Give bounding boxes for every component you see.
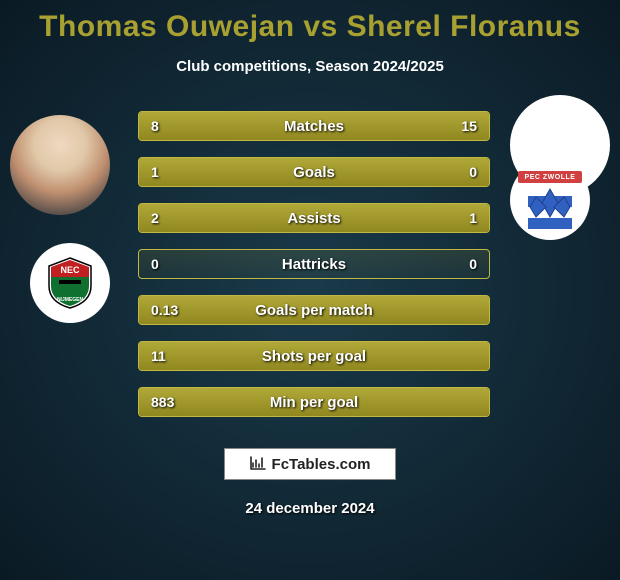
stat-label: Min per goal	[139, 388, 489, 416]
comparison-panel: NEC NIJMEGEN PEC ZWOLLE 815Matches 10Goal…	[0, 105, 620, 425]
stat-label: Assists	[139, 204, 489, 232]
chart-icon	[250, 456, 266, 473]
stat-row: 0.13Goals per match	[138, 295, 490, 325]
stat-label: Hattricks	[139, 250, 489, 278]
nec-shield-icon: NEC NIJMEGEN	[45, 256, 95, 310]
stat-row: 10Goals	[138, 157, 490, 187]
pec-banner: PEC ZWOLLE	[518, 171, 582, 183]
stat-row: 00Hattricks	[138, 249, 490, 279]
branding-badge[interactable]: FcTables.com	[224, 448, 396, 480]
svg-text:NEC: NEC	[60, 265, 80, 275]
stat-label: Shots per goal	[139, 342, 489, 370]
player-left-avatar	[10, 115, 110, 215]
pec-shield-icon	[528, 185, 572, 229]
stat-row: 815Matches	[138, 111, 490, 141]
club-right-badge: PEC ZWOLLE	[510, 160, 590, 240]
stat-row: 883Min per goal	[138, 387, 490, 417]
stat-bars: 815Matches 10Goals 21Assists 00Hattricks 0.1…	[138, 111, 490, 433]
svg-text:NIJMEGEN: NIJMEGEN	[57, 297, 84, 303]
subtitle: Club competitions, Season 2024/2025	[0, 58, 620, 75]
stat-label: Matches	[139, 112, 489, 140]
page-title: Thomas Ouwejan vs Sherel Floranus	[0, 0, 620, 44]
stat-label: Goals per match	[139, 296, 489, 324]
date-text: 24 december 2024	[0, 500, 620, 517]
stat-row: 11Shots per goal	[138, 341, 490, 371]
stat-label: Goals	[139, 158, 489, 186]
club-left-badge: NEC NIJMEGEN	[30, 243, 110, 323]
stat-row: 21Assists	[138, 203, 490, 233]
branding-text: FcTables.com	[272, 456, 371, 473]
